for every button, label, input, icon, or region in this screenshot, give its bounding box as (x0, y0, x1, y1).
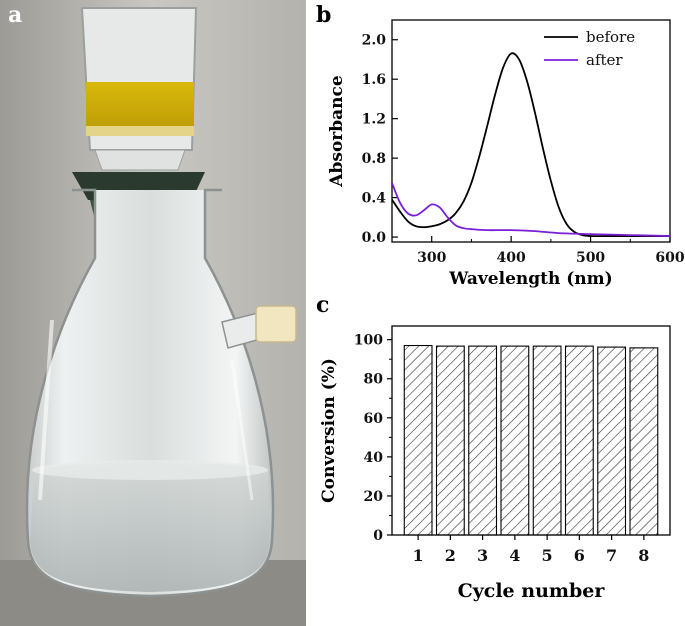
conversion-bar-8 (629, 347, 659, 536)
flask-photo-drawing (0, 0, 306, 626)
conversion-x-axis-label: Cycle number (458, 580, 606, 602)
conversion-bar-5 (532, 345, 562, 536)
panel-label-c: c (316, 292, 330, 318)
conversion-chart: 1 2 3 4 5 6 7 8 0 20 40 60 80 100 Cycle number Conver… (306, 290, 685, 626)
absorbance-x-tick-label: 400 (497, 250, 526, 266)
conversion-y-tick-label: 0 (373, 528, 383, 544)
absorbance-x-tick-label: 500 (576, 250, 605, 266)
absorbance-y-tick-label: 0.0 (362, 230, 387, 246)
conversion-x-tick-label: 8 (638, 546, 649, 565)
absorbance-x-tick-label: 600 (655, 250, 684, 266)
absorbance-chart-svg: 300 400 500 600 0.0 0.4 0.8 1.2 1.6 2.0 before aft… (327, 19, 685, 289)
conversion-plot-frame (391, 325, 671, 536)
absorbance-y-tick-label: 1.2 (362, 112, 386, 128)
panel-label-b: b (316, 2, 332, 28)
series-line-before (392, 52, 670, 238)
absorbance-x-axis-label: Wavelength (nm) (448, 269, 612, 289)
conversion-y-axis-label: Conversion (%) (319, 358, 339, 503)
conversion-bar-6 (564, 345, 594, 536)
flask-photo: a (0, 0, 306, 626)
conversion-bar-1 (403, 344, 433, 536)
absorbance-x-tick-label: 300 (417, 250, 446, 266)
absorbance-chart: 300 400 500 600 0.0 0.4 0.8 1.2 1.6 2.0 before aft… (306, 0, 685, 300)
legend-label-after: after (586, 51, 623, 69)
absorbance-y-tick-label: 2.0 (362, 33, 387, 49)
absorbance-y-tick-label: 0.8 (362, 151, 386, 167)
panel-label-a: a (8, 2, 23, 28)
absorbance-y-tick-label: 1.6 (362, 72, 386, 88)
conversion-bar-2 (435, 345, 465, 536)
conversion-x-tick-label: 1 (413, 546, 424, 565)
series-line-after (392, 182, 670, 237)
conversion-y-tick-label: 100 (354, 333, 383, 349)
conversion-x-tick-label: 5 (542, 546, 553, 565)
absorbance-plot-frame (391, 19, 671, 243)
absorbance-y-tick-label: 0.4 (362, 191, 387, 207)
conversion-x-tick-label: 2 (445, 546, 456, 565)
conversion-y-tick-label: 40 (364, 450, 384, 466)
conversion-x-tick-label: 4 (509, 546, 520, 565)
legend-label-before: before (586, 28, 635, 46)
conversion-y-tick-label: 20 (364, 489, 384, 505)
conversion-bar-3 (468, 345, 498, 536)
absorbance-y-axis-label: Absorbance (327, 75, 347, 188)
conversion-x-tick-label: 6 (574, 546, 585, 565)
conversion-y-tick-label: 80 (364, 372, 384, 388)
conversion-y-tick-label: 60 (364, 411, 384, 427)
conversion-bar-4 (500, 345, 530, 536)
conversion-x-tick-label: 7 (606, 546, 617, 565)
conversion-bar-7 (597, 346, 627, 536)
conversion-x-tick-label: 3 (477, 546, 488, 565)
